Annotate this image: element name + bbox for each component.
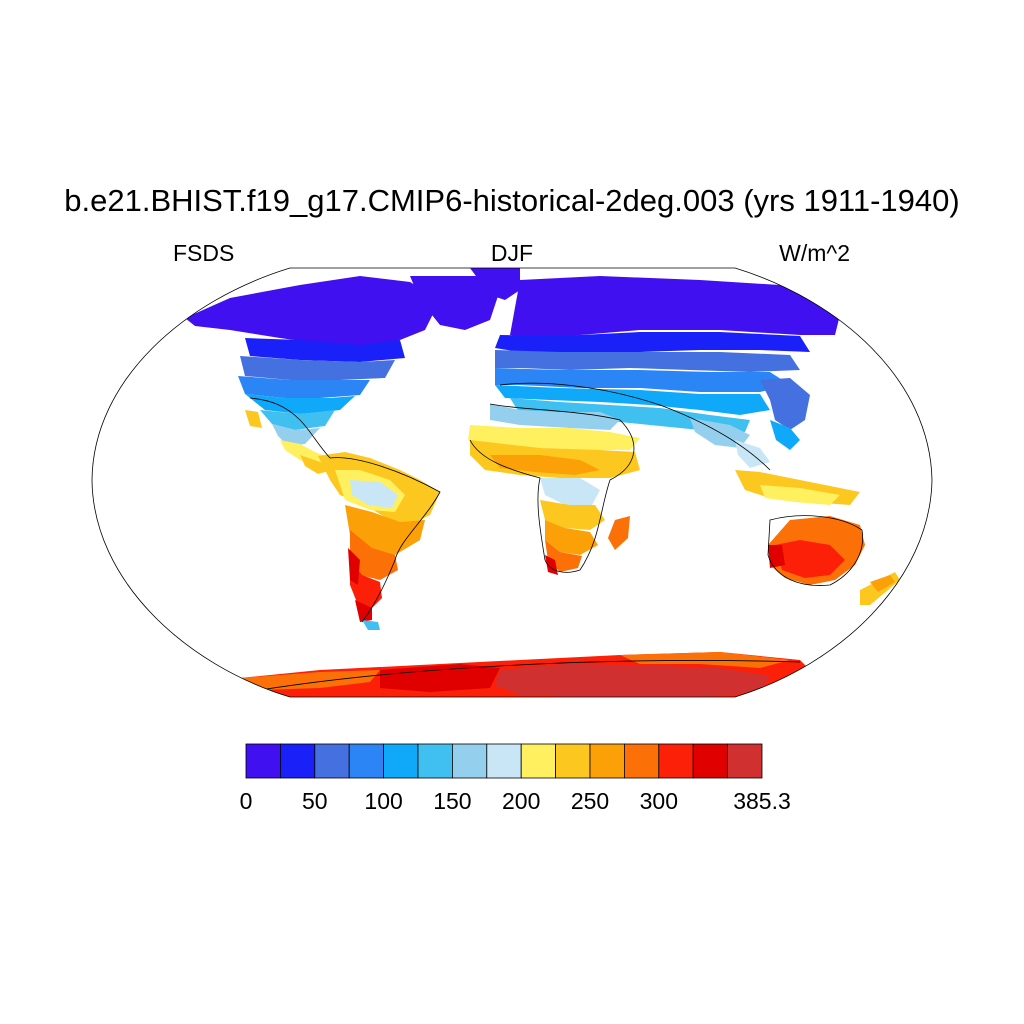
colorbar-label-2: 100	[364, 788, 403, 814]
colorbar-label-3: 150	[433, 788, 472, 814]
colorbar-label-0: 0	[239, 788, 253, 814]
colorbar-bin-5	[417, 743, 453, 779]
plot-title: b.e21.BHIST.f19_g17.CMIP6-historical-2de…	[64, 183, 960, 218]
eurasia	[495, 276, 840, 468]
colorbar-bin-12	[658, 743, 694, 779]
colorbar-bin-9	[555, 743, 591, 779]
south-america	[318, 452, 440, 630]
colorbar-bin-11	[624, 743, 660, 779]
units-label: W/m^2	[779, 240, 850, 266]
antarctica	[240, 652, 820, 697]
colorbar-label-1: 50	[302, 788, 328, 814]
colorbar-label-7: 385.3	[733, 788, 791, 814]
map-border	[91, 267, 933, 698]
colorbar-bin-7	[486, 743, 522, 779]
colorbar-bin-3	[348, 743, 385, 779]
coastlines	[249, 382, 864, 691]
africa	[468, 404, 640, 575]
colorbar-label-4: 200	[502, 788, 541, 814]
colorbar-bin-13	[692, 743, 729, 779]
colorbar-bin-0	[245, 743, 281, 779]
southeast-asia	[735, 470, 860, 505]
colorbar-bin-1	[279, 743, 316, 779]
variable-label: FSDS	[173, 240, 235, 266]
colorbar-bin-4	[383, 743, 419, 779]
colorbar-label-5: 250	[570, 788, 610, 814]
north-america	[185, 276, 500, 474]
season-label: DJF	[490, 240, 534, 266]
land-shading	[185, 268, 900, 697]
greenland	[470, 268, 520, 300]
colorbar-bin-8	[520, 743, 557, 779]
colorbar-bin-14	[727, 743, 763, 779]
australia	[768, 516, 900, 605]
colorbar-label-6: 300	[639, 788, 678, 814]
colorbar-bin-6	[451, 743, 488, 779]
colorbar-bin-2	[314, 743, 350, 779]
colorbar-bin-10	[589, 743, 625, 779]
